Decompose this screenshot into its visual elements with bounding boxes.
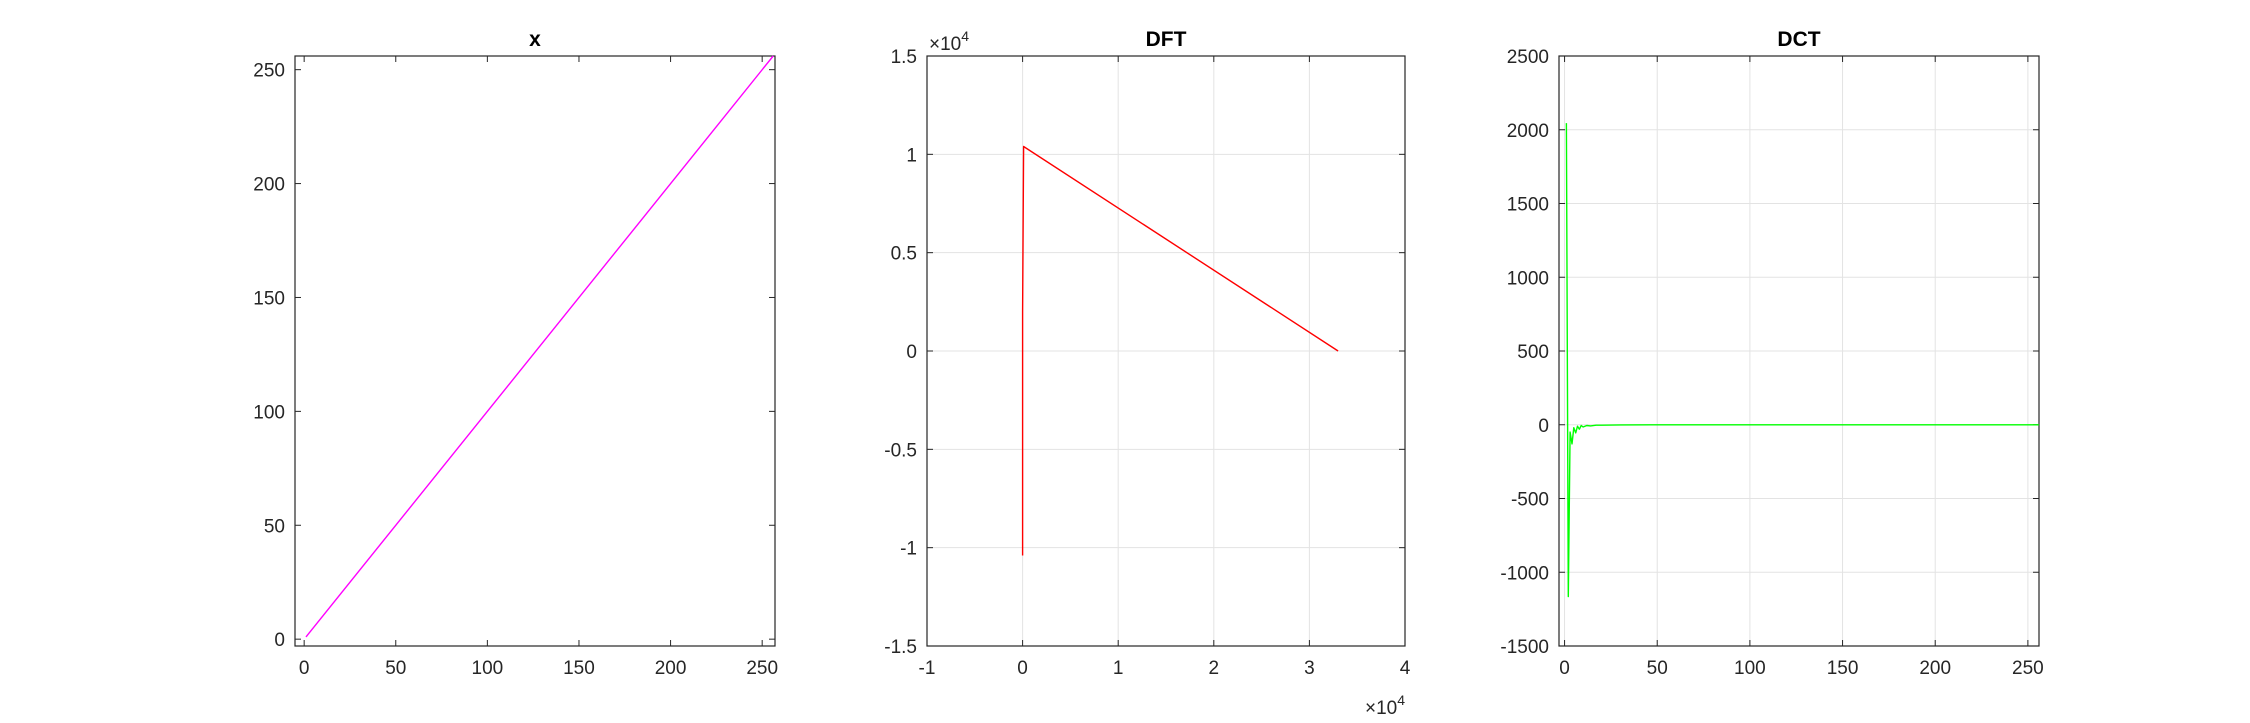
x-tick-label: 50 (1647, 658, 1668, 679)
series-line-2-1 (1021, 145, 1339, 556)
x-tick-label: 0 (299, 658, 310, 679)
x-tick-label: 100 (472, 658, 504, 679)
y-tick-label: -1500 (1500, 637, 1549, 658)
y-tick-label: 250 (253, 61, 285, 82)
x-tick-label: 4 (1400, 658, 1411, 679)
x-tick-label: 0 (1017, 658, 1028, 679)
y-tick-label: -0.5 (884, 440, 917, 461)
series-line-3-1 (1565, 123, 2039, 598)
y-tick-label: 1.5 (891, 47, 917, 68)
y-tick-label: 0 (906, 342, 917, 363)
y-tick-label: 0 (1538, 416, 1549, 437)
x-tick-label: 150 (563, 658, 595, 679)
x-tick-label: 250 (2012, 658, 2044, 679)
plot-area (294, 55, 776, 647)
chart-title: x (529, 28, 541, 51)
y-tick-label: 50 (264, 516, 285, 537)
x-tick-label: 100 (1734, 658, 1766, 679)
chart-panel-3: 0 50 100 150 200 250 -1500 -1000 -500 0 500 1000 150… (1500, 28, 2043, 679)
x-tick-label: 3 (1304, 658, 1315, 679)
y-tick-label: -1000 (1500, 563, 1549, 584)
x-tick-label: 1 (1113, 658, 1124, 679)
x-tick-label: 50 (385, 658, 406, 679)
chart-title: DCT (1777, 28, 1820, 51)
x-tick-label: 0 (1559, 658, 1570, 679)
x-tick-label: -1 (919, 658, 936, 679)
x-tick-label: 200 (1919, 658, 1951, 679)
x-tick-label: 150 (1827, 658, 1859, 679)
y-tick-label: 0.5 (891, 244, 917, 265)
y-tick-label: 200 (253, 175, 285, 196)
y-tick-label: 2000 (1507, 121, 1549, 142)
y-tick-label: -1.5 (884, 637, 917, 658)
y-tick-label: 1500 (1507, 195, 1549, 216)
y-tick-label: 150 (253, 288, 285, 309)
y-exponent-label: ×104 (929, 28, 969, 55)
chart-title: DFT (1146, 28, 1187, 51)
y-tick-label: 0 (274, 630, 285, 651)
x-tick-label: 250 (746, 658, 778, 679)
x-tick-label: 200 (655, 658, 687, 679)
y-tick-label: 2500 (1507, 47, 1549, 68)
y-tick-label: -1 (900, 539, 917, 560)
y-tick-label: -500 (1511, 490, 1549, 511)
x-tick-label: 2 (1209, 658, 1220, 679)
y-tick-label: 100 (253, 402, 285, 423)
series-line-1-1 (305, 55, 774, 638)
y-tick-label: 1000 (1507, 268, 1549, 289)
y-tick-label: 500 (1517, 342, 1549, 363)
y-tick-label: 1 (906, 145, 917, 166)
x-exponent-label: ×104 (1365, 692, 1405, 719)
chart-panel-1: 0 50 100 150 200 250 0 50 100 150 200 250 x (253, 28, 778, 679)
